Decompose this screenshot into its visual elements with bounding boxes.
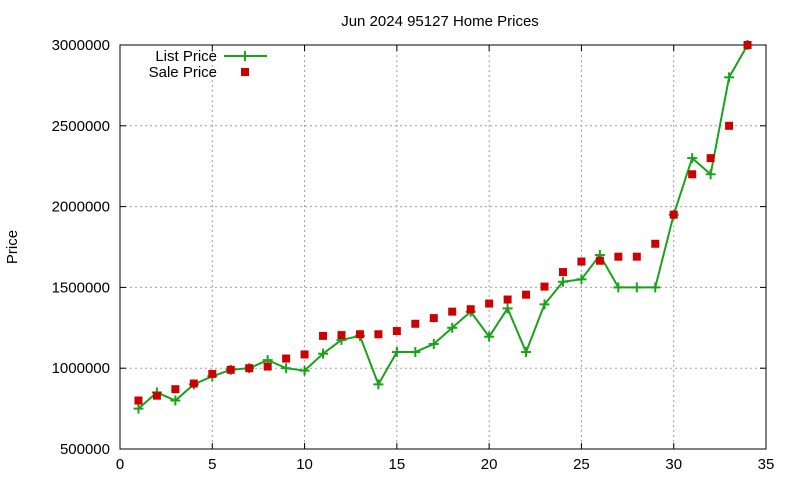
list-price-point xyxy=(539,299,550,310)
sale-price-point xyxy=(208,369,217,378)
sale-price-point xyxy=(429,314,438,323)
legend-plus-marker xyxy=(240,51,250,61)
sale-price-point xyxy=(595,256,604,265)
y-tick-label: 3000000 xyxy=(52,37,110,54)
sale-price-point xyxy=(743,41,752,49)
x-tick-label: 30 xyxy=(665,456,682,473)
y-tick-label: 2000000 xyxy=(52,199,110,216)
sale-price-point xyxy=(152,391,161,400)
sale-price-point xyxy=(374,330,383,339)
sale-price-point xyxy=(466,305,475,314)
x-tick-label: 25 xyxy=(573,456,590,473)
list-price-point xyxy=(391,347,402,358)
y-tick-label: 2500000 xyxy=(52,118,110,135)
x-tick-label: 20 xyxy=(481,456,498,473)
gridlines xyxy=(120,45,766,449)
list-price-point xyxy=(557,276,568,287)
sale-price-point xyxy=(245,364,254,373)
sale-price-point xyxy=(577,257,586,266)
list-price-point xyxy=(299,365,310,376)
list-price-point xyxy=(724,72,735,83)
chart-title: Jun 2024 95127 Home Prices xyxy=(341,13,539,30)
list-price-point xyxy=(428,338,439,349)
sale-price-point xyxy=(282,354,291,363)
series-layer xyxy=(133,40,753,414)
sale-price-point xyxy=(558,268,567,277)
sale-price-point xyxy=(392,327,401,336)
list-price-point xyxy=(613,282,624,293)
list-price-point xyxy=(521,347,532,358)
legend-label: Sale Price xyxy=(149,64,217,81)
list-price-point xyxy=(631,282,642,293)
list-price-line xyxy=(137,44,749,410)
sale-price-point xyxy=(189,379,198,388)
sale-price-point xyxy=(725,121,734,130)
y-tick-label: 500000 xyxy=(60,441,110,458)
list-price-point xyxy=(687,153,698,164)
list-price-point xyxy=(281,363,292,374)
sale-price-point xyxy=(171,385,180,394)
x-tick-label: 5 xyxy=(208,456,216,473)
sale-price-point xyxy=(503,295,512,304)
list-price-point xyxy=(133,403,144,414)
x-tick-label: 0 xyxy=(116,456,124,473)
list-price-point xyxy=(502,303,513,314)
y-axis-label: Price xyxy=(4,230,21,264)
y-tick-label: 1000000 xyxy=(52,360,110,377)
x-tick-label: 10 xyxy=(296,456,313,473)
list-price-point xyxy=(447,322,458,333)
y-tick-label: 1500000 xyxy=(52,279,110,296)
sale-price-point xyxy=(522,290,531,299)
list-price-point xyxy=(705,169,716,180)
sale-price-point xyxy=(337,331,346,340)
sale-price-point xyxy=(632,252,641,261)
axis-ticks xyxy=(119,44,767,450)
tick-labels: 0 5 10 15 20 25 30 35 500000 1000000 1500000 200000… xyxy=(52,37,775,473)
sale-price-point xyxy=(669,210,678,219)
sale-price-point xyxy=(300,350,309,359)
legend-label: List Price xyxy=(155,48,217,65)
list-price-point xyxy=(318,348,329,359)
plot-frame xyxy=(119,44,767,450)
legend-square-marker xyxy=(241,68,249,76)
list-price-point xyxy=(170,395,181,406)
sale-price-point xyxy=(448,307,457,316)
sale-price-point xyxy=(134,396,143,405)
sale-price-point xyxy=(651,239,660,248)
sale-price-point xyxy=(319,331,328,340)
list-price-point xyxy=(484,331,495,342)
sale-price-point xyxy=(226,365,235,374)
list-price-point xyxy=(410,347,421,358)
sale-price-point xyxy=(706,154,715,163)
list-price-point xyxy=(576,274,587,285)
sale-price-point xyxy=(485,299,494,308)
list-price-point xyxy=(650,282,661,293)
sale-price-point xyxy=(540,282,549,291)
sale-price-point xyxy=(411,319,420,328)
sale-price-point xyxy=(688,170,697,179)
sale-price-point xyxy=(355,330,364,339)
sale-price-point xyxy=(263,362,272,371)
x-tick-label: 15 xyxy=(389,456,406,473)
sale-price-point xyxy=(614,252,623,261)
x-tick-label: 35 xyxy=(758,456,775,473)
list-price-point xyxy=(373,379,384,390)
